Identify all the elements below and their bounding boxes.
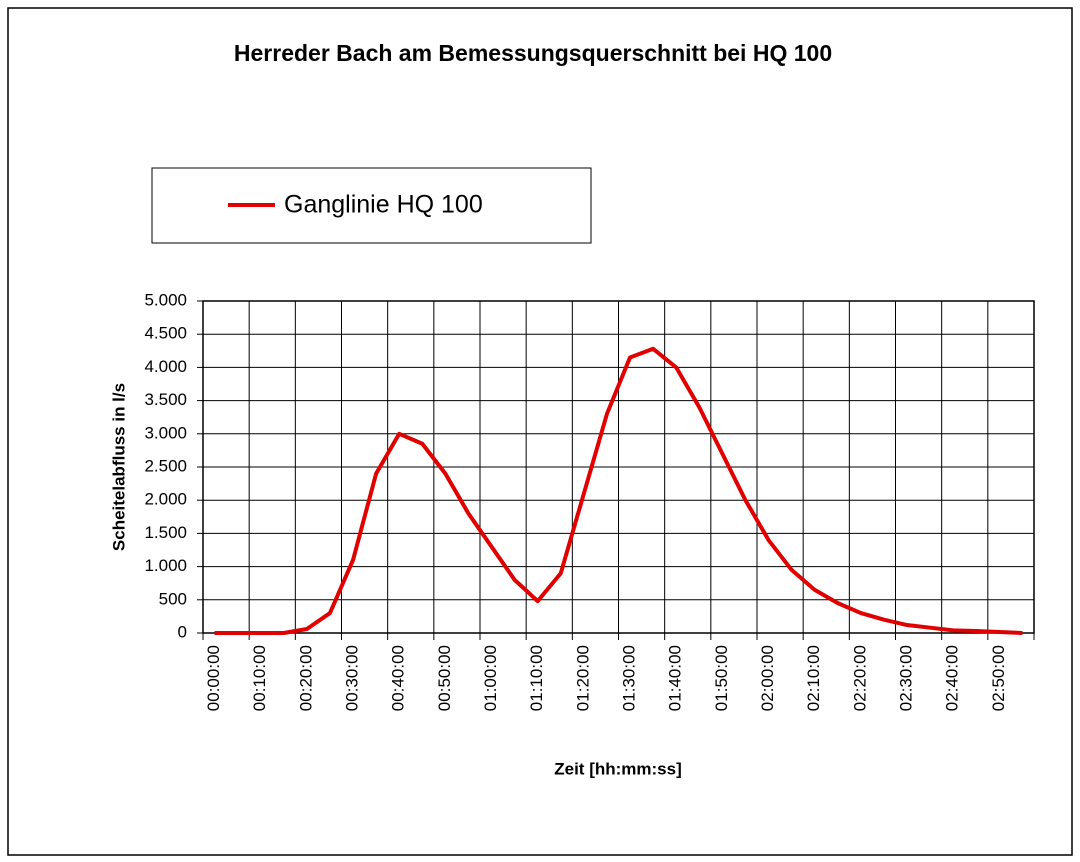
y-tick-label: 3.000	[144, 423, 187, 442]
x-axis-title: Zeit [hh:mm:ss]	[554, 759, 682, 778]
y-tick-label: 5.000	[144, 290, 187, 309]
y-tick-label: 4.000	[144, 357, 187, 376]
x-tick-label: 00:20:00	[296, 645, 315, 711]
x-tick-label: 01:40:00	[666, 645, 685, 711]
y-axis-title: Scheitelabfluss in l/s	[109, 383, 128, 551]
y-tick-label: 2.500	[144, 456, 187, 475]
x-tick-label: 01:30:00	[620, 645, 639, 711]
x-tick-label: 01:50:00	[712, 645, 731, 711]
x-tick-label: 00:00:00	[204, 645, 223, 711]
y-tick-label: 2.000	[144, 490, 187, 509]
x-tick-label: 02:00:00	[758, 645, 777, 711]
x-tick-label: 00:40:00	[389, 645, 408, 711]
x-tick-label: 00:10:00	[250, 645, 269, 711]
x-tick-label: 01:00:00	[481, 645, 500, 711]
x-tick-label: 00:50:00	[435, 645, 454, 711]
plot-border	[202, 300, 1035, 634]
x-tick-label: 02:40:00	[943, 645, 962, 711]
y-tick-label: 0	[178, 622, 187, 641]
series-line	[214, 346, 1023, 635]
x-tick-label: 02:50:00	[989, 645, 1008, 711]
y-tick-label: 1.500	[144, 523, 187, 542]
y-tick-label: 4.500	[144, 324, 187, 343]
y-tick-label: 500	[159, 589, 187, 608]
y-tick-label: 3.500	[144, 390, 187, 409]
x-tick-label: 01:10:00	[527, 645, 546, 711]
x-tick-label: 02:10:00	[804, 645, 823, 711]
x-tick-label: 00:30:00	[343, 645, 362, 711]
y-tick-label: 1.000	[144, 556, 187, 575]
legend-label: Ganglinie HQ 100	[284, 191, 483, 219]
x-tick-label: 01:20:00	[573, 645, 592, 711]
legend-box	[151, 167, 592, 244]
chart-title: Herreder Bach am Bemessungsquerschnitt b…	[234, 40, 832, 66]
x-tick-label: 02:20:00	[850, 645, 869, 711]
x-tick-label: 02:30:00	[897, 645, 916, 711]
